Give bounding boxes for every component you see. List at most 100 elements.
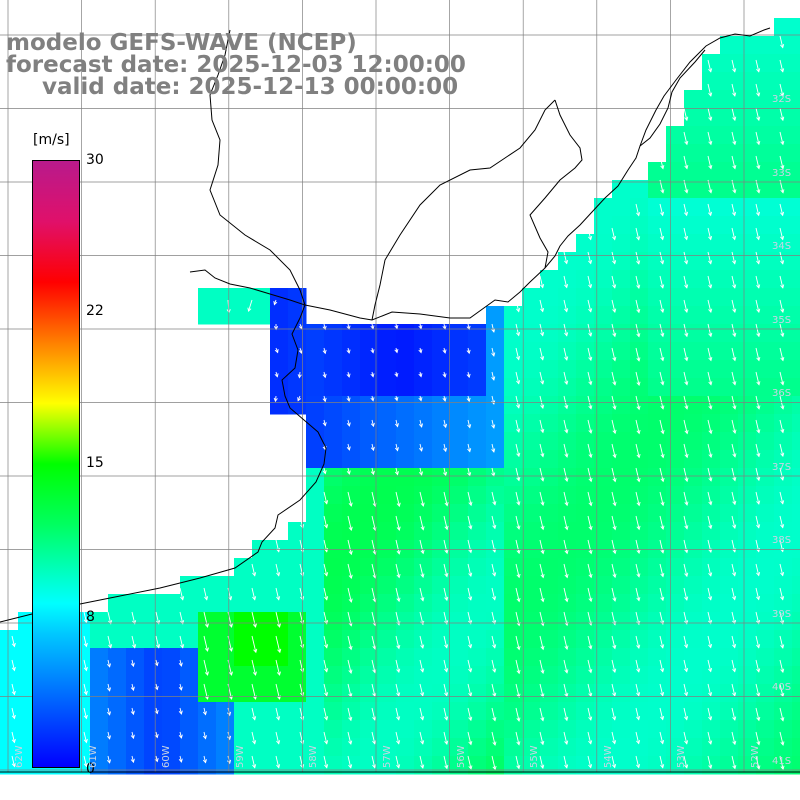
wind-arrow <box>707 203 713 217</box>
wind-cell <box>594 198 613 217</box>
wind-cell <box>360 414 379 433</box>
wind-cell <box>612 612 631 631</box>
wind-cell <box>504 684 523 703</box>
wind-cell <box>756 504 775 523</box>
wind-arrow <box>683 539 689 554</box>
wind-cell <box>540 738 559 757</box>
wind-cell <box>756 108 775 127</box>
wind-arrow <box>731 203 737 217</box>
wind-cell <box>450 684 469 703</box>
wind-arrow <box>683 587 689 601</box>
wind-cell <box>360 684 379 703</box>
wind-cell <box>396 324 415 343</box>
wind-cell <box>306 648 325 667</box>
wind-cell <box>684 126 703 145</box>
wind-cell <box>630 648 649 667</box>
wind-arrow <box>443 587 449 602</box>
wind-cell <box>774 54 793 73</box>
wind-cell <box>630 306 649 325</box>
wind-cell <box>684 468 703 487</box>
wind-cell <box>486 738 505 757</box>
wind-cell <box>648 648 667 667</box>
wind-cell <box>540 666 559 685</box>
wind-cell <box>612 378 631 397</box>
wind-cell <box>630 288 649 307</box>
wind-cell <box>342 378 361 397</box>
wind-cell <box>756 360 775 379</box>
wind-arrow <box>587 299 593 313</box>
wind-arrow <box>130 659 135 668</box>
wind-cell <box>468 324 487 343</box>
wind-arrow <box>83 683 88 696</box>
wind-cell <box>486 360 505 379</box>
wind-cell <box>756 630 775 649</box>
wind-arrow <box>274 371 279 378</box>
wind-cell <box>252 702 271 721</box>
wind-arrow <box>707 83 713 97</box>
wind-cell <box>738 522 757 541</box>
wind-cell <box>792 558 800 577</box>
wind-cell <box>414 522 433 541</box>
wind-cell <box>450 612 469 631</box>
wind-cell <box>558 342 577 361</box>
wind-cell <box>306 450 325 469</box>
wind-arrow <box>395 707 401 721</box>
wind-cell <box>594 288 613 307</box>
wind-arrow <box>370 467 375 476</box>
wind-cell <box>144 612 163 631</box>
wind-arrow <box>467 683 473 697</box>
wind-cell <box>792 54 800 73</box>
wind-cell <box>756 198 775 217</box>
wind-cell <box>522 738 541 757</box>
wind-cell <box>324 396 343 415</box>
wind-cell <box>342 486 361 505</box>
wind-arrow <box>707 587 713 601</box>
wind-cell <box>612 576 631 595</box>
wind-arrow <box>539 731 545 746</box>
wind-cell <box>666 378 685 397</box>
wind-arrow <box>779 491 785 505</box>
wind-cell <box>738 432 757 451</box>
wind-arrow <box>371 755 377 769</box>
wind-cell <box>378 450 397 469</box>
wind-arrow <box>635 419 641 435</box>
wind-cell <box>252 306 271 325</box>
wind-arrow <box>779 563 785 577</box>
wind-arrow <box>323 563 329 577</box>
latitude-label: 32S <box>772 94 792 105</box>
wind-cell <box>342 450 361 469</box>
wind-cell <box>486 450 505 469</box>
wind-cell <box>378 414 397 433</box>
wind-cell <box>684 702 703 721</box>
wind-cell <box>342 702 361 721</box>
wind-cell <box>720 72 739 91</box>
wind-arrow <box>731 419 737 434</box>
wind-cell <box>378 522 397 541</box>
wind-cell <box>612 558 631 577</box>
wind-arrow <box>587 443 593 459</box>
wind-cell <box>162 630 181 649</box>
wind-cell <box>378 612 397 631</box>
wind-cell <box>288 684 307 703</box>
wind-arrow <box>635 323 641 338</box>
wind-cell <box>342 414 361 433</box>
wind-cell <box>756 126 775 145</box>
wind-arrow <box>587 635 593 650</box>
wind-cell <box>360 648 379 667</box>
wind-cell <box>720 108 739 127</box>
wind-cell <box>234 306 253 325</box>
wind-cell <box>720 612 739 631</box>
wind-cell <box>666 666 685 685</box>
wind-arrow <box>779 275 785 289</box>
wind-arrow <box>443 659 449 673</box>
wind-cell <box>378 666 397 685</box>
wind-cell <box>540 630 559 649</box>
wind-cell <box>504 522 523 541</box>
wind-cell <box>216 288 235 307</box>
wind-arrow <box>515 587 521 603</box>
wind-arrow <box>539 587 545 603</box>
wind-cell <box>792 666 800 685</box>
wind-cell <box>18 720 37 739</box>
wind-cell <box>432 414 451 433</box>
